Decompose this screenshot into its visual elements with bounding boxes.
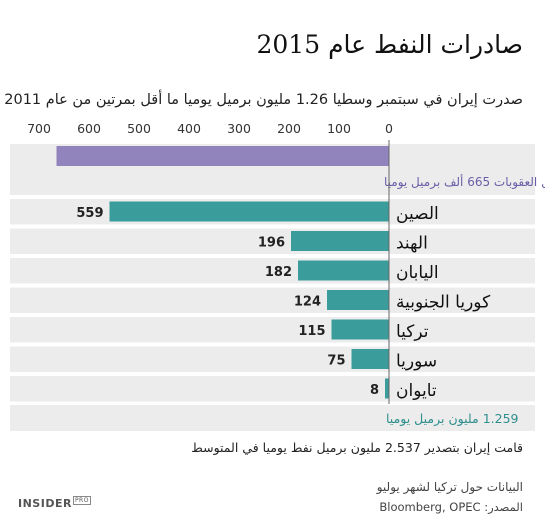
tick-label: 600 bbox=[77, 121, 101, 136]
data-note: البيانات حول تركيا لشهر يوليو bbox=[376, 480, 523, 494]
chart-title: صادرات النفط عام 2015 bbox=[256, 30, 524, 59]
tick-label: 100 bbox=[327, 121, 351, 136]
bar-chart: 0 100 200 300 400 500 600 700 بلغ حجم الصادرات إ… bbox=[10, 121, 545, 431]
category-label: الهند bbox=[396, 234, 428, 254]
row-band bbox=[10, 317, 535, 343]
tick-label: 500 bbox=[127, 121, 151, 136]
total-band bbox=[10, 405, 535, 431]
insider-pro-logo: INSIDER PRO bbox=[18, 496, 91, 510]
bar-value-label: 124 bbox=[294, 295, 321, 310]
reference-label: بلغ حجم الصادرات إلى الاتحاد الأوروبي قب… bbox=[384, 174, 545, 190]
reference-bar bbox=[56, 146, 389, 166]
logo-badge: PRO bbox=[72, 496, 91, 506]
bar bbox=[331, 319, 389, 340]
tick-label: 0 bbox=[385, 121, 393, 136]
row-band bbox=[10, 228, 535, 254]
tick-label: 200 bbox=[277, 121, 301, 136]
bar bbox=[385, 378, 389, 399]
logo-text: INSIDER bbox=[18, 497, 72, 510]
row-band bbox=[10, 346, 535, 372]
row-band bbox=[10, 376, 535, 402]
chart-subtitle: صدرت إيران في سبتمبر وسطيا 1.26 مليون بر… bbox=[4, 92, 523, 108]
bar-value-label: 196 bbox=[258, 236, 285, 251]
bar-value-label: 75 bbox=[327, 354, 345, 369]
total-label: 1.259 مليون برميل يوميا bbox=[386, 411, 519, 427]
bar bbox=[291, 231, 389, 251]
category-label: تركيا bbox=[396, 322, 429, 342]
category-label: سوريا bbox=[396, 352, 437, 372]
bar bbox=[327, 290, 389, 310]
row-band bbox=[10, 287, 535, 313]
row-band bbox=[10, 258, 535, 284]
footnote: قامت إيران بتصدير 2.537 مليون برميل نفط … bbox=[191, 440, 523, 455]
bar-value-label: 115 bbox=[298, 324, 325, 339]
category-label: تايوان bbox=[396, 381, 437, 401]
category-label: الصين bbox=[396, 204, 439, 224]
category-label: اليابان bbox=[396, 263, 439, 283]
tick-label: 400 bbox=[177, 121, 201, 136]
bar-value-label: 559 bbox=[76, 206, 103, 221]
source-note: المصدر: Bloomberg, OPEC bbox=[379, 500, 523, 514]
bar bbox=[351, 349, 389, 369]
bar bbox=[109, 201, 389, 222]
bar-value-label: 8 bbox=[370, 383, 379, 398]
tick-label: 300 bbox=[227, 121, 251, 136]
bar bbox=[298, 260, 389, 281]
category-label: كوريا الجنوبية bbox=[396, 293, 491, 313]
bar-value-label: 182 bbox=[265, 265, 292, 280]
tick-label: 700 bbox=[27, 121, 51, 136]
